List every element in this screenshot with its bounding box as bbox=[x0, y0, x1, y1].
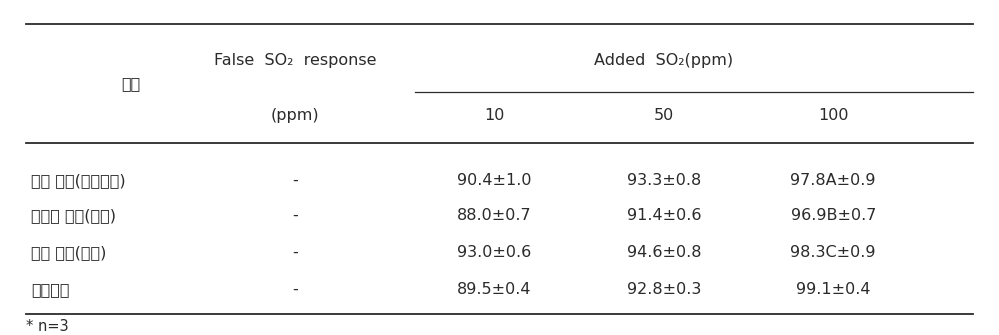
Text: 89.5±0.4: 89.5±0.4 bbox=[458, 282, 531, 297]
Text: 50: 50 bbox=[653, 108, 674, 123]
Text: 고형 시료(바나나칩): 고형 시료(바나나칩) bbox=[31, 173, 126, 188]
Text: 액상 시료(식초): 액상 시료(식초) bbox=[31, 245, 107, 260]
Text: Added  SO₂(ppm): Added SO₂(ppm) bbox=[594, 54, 733, 68]
Text: 93.0±0.6: 93.0±0.6 bbox=[458, 245, 531, 260]
Text: 90.4±1.0: 90.4±1.0 bbox=[458, 173, 531, 188]
Text: -: - bbox=[293, 282, 298, 297]
Text: 92.8±0.3: 92.8±0.3 bbox=[626, 282, 701, 297]
Text: 반고형 시료(물쥿): 반고형 시료(물쥿) bbox=[31, 208, 116, 223]
Text: 97.8A±0.9: 97.8A±0.9 bbox=[790, 173, 876, 188]
Text: -: - bbox=[293, 208, 298, 223]
Text: 99.1±0.4: 99.1±0.4 bbox=[796, 282, 870, 297]
Text: 91.4±0.6: 91.4±0.6 bbox=[626, 208, 701, 223]
Text: 98.3C±0.9: 98.3C±0.9 bbox=[790, 245, 876, 260]
Text: 표준용액: 표준용액 bbox=[31, 282, 70, 297]
Text: 100: 100 bbox=[818, 108, 848, 123]
Text: -: - bbox=[293, 173, 298, 188]
Text: * n=3: * n=3 bbox=[26, 319, 69, 334]
Text: 94.6±0.8: 94.6±0.8 bbox=[626, 245, 701, 260]
Text: False  SO₂  response: False SO₂ response bbox=[214, 54, 377, 68]
Text: 88.0±0.7: 88.0±0.7 bbox=[458, 208, 531, 223]
Text: 10: 10 bbox=[485, 108, 504, 123]
Text: 93.3±0.8: 93.3±0.8 bbox=[626, 173, 701, 188]
Text: 시료: 시료 bbox=[121, 76, 141, 91]
Text: -: - bbox=[293, 245, 298, 260]
Text: (ppm): (ppm) bbox=[271, 108, 320, 123]
Text: 96.9B±0.7: 96.9B±0.7 bbox=[790, 208, 876, 223]
